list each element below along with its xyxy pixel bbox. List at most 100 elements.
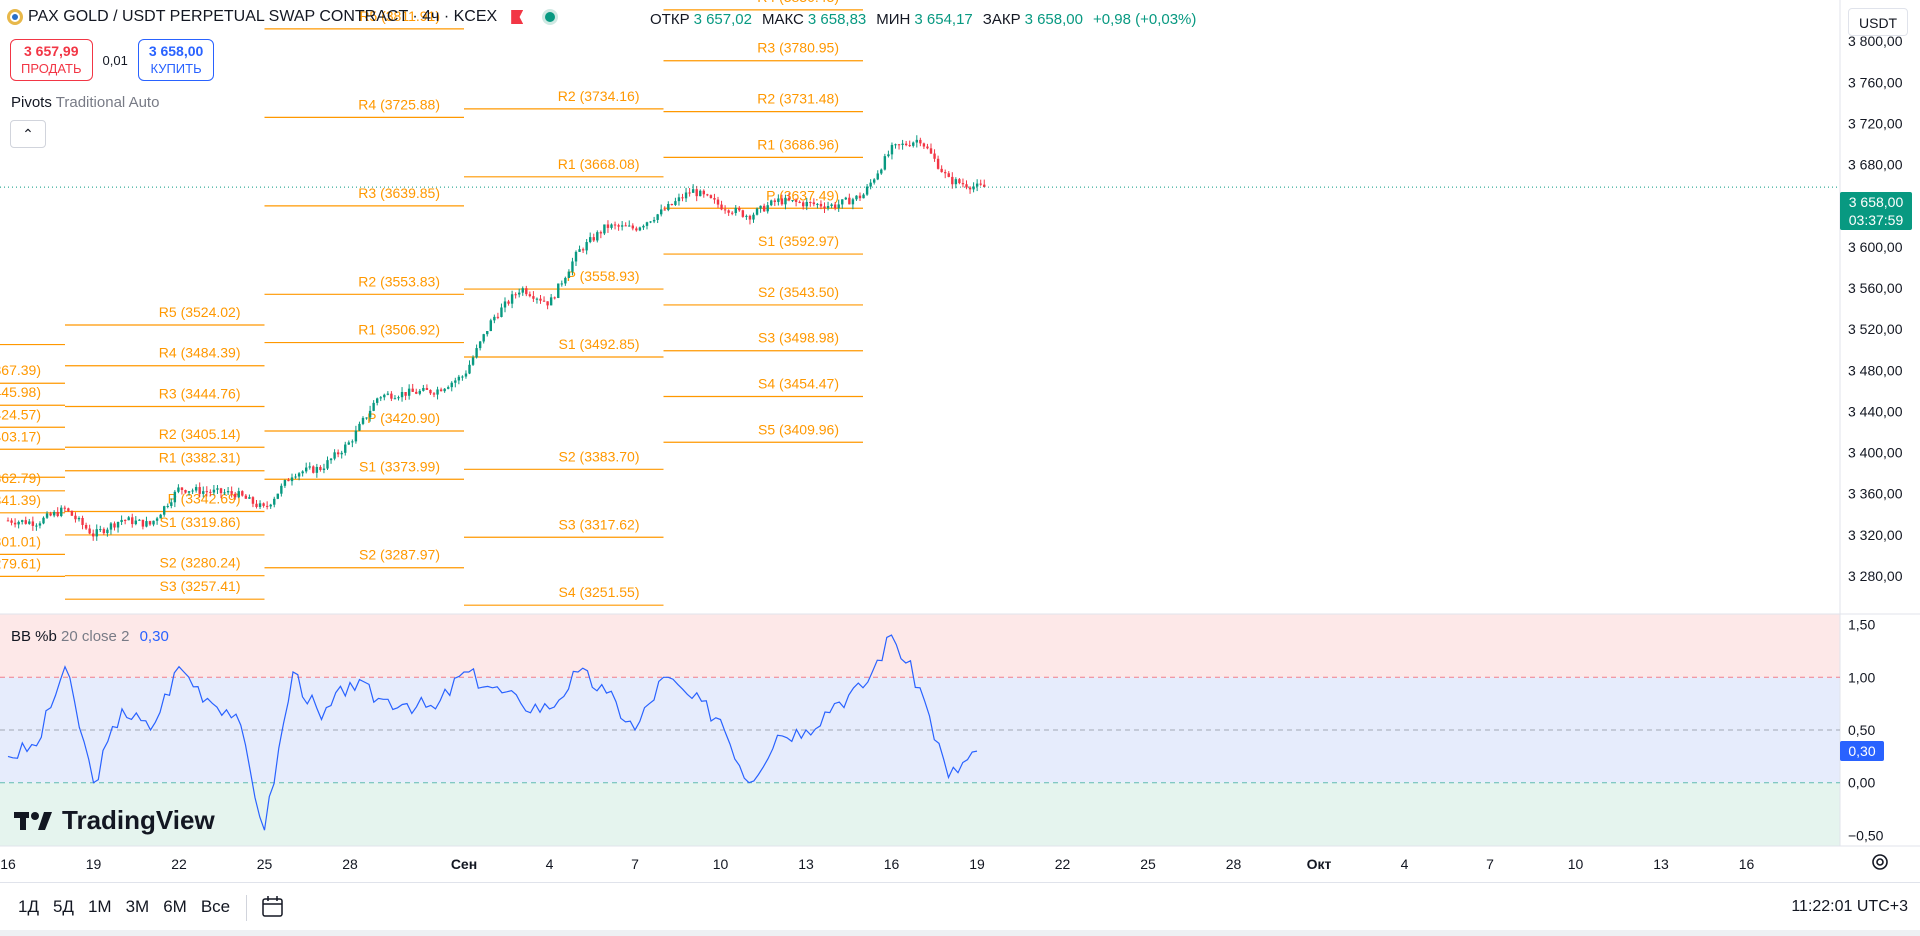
market-open-dot-icon [545, 12, 556, 22]
symbol-title: PAX GOLD / USDT PERPETUAL SWAP CONTRACT … [28, 8, 498, 25]
range-6m[interactable]: 6М [163, 897, 187, 916]
candle-body [319, 466, 322, 470]
pivot-level-label: S2 (3287.97) [359, 547, 440, 563]
candle-body [926, 146, 929, 149]
price-tick-label: 3 760,00 [1848, 74, 1903, 90]
candle-body [194, 487, 198, 491]
pivot-level-label: R1 (3382.31) [159, 450, 241, 466]
candle-body [336, 452, 340, 455]
pivot-level-label: R1 (3506.92) [358, 322, 440, 338]
tradingview-watermark[interactable]: TradingView [14, 805, 215, 836]
range-1d[interactable]: 1Д [18, 897, 39, 916]
bar-countdown: 03:37:59 [1848, 212, 1904, 228]
candle-body [549, 297, 553, 306]
candle-body [734, 207, 737, 214]
candle-body [837, 204, 840, 209]
candle-body [404, 392, 407, 396]
candle-body [922, 143, 926, 147]
buy-button[interactable]: 3 658,00 КУПИТЬ [137, 39, 215, 81]
candle-body [617, 225, 620, 227]
pivot-level-label: R2 (3734.16) [558, 88, 640, 104]
range-all[interactable]: Все [200, 897, 231, 916]
candle-body [56, 511, 59, 516]
pivot-level-label: S5 (3409.96) [758, 421, 839, 437]
candle-body [92, 533, 95, 537]
sell-button[interactable]: 3 657,99 ПРОДАТЬ [10, 39, 93, 81]
candle-body [787, 197, 791, 201]
candle-body [567, 271, 571, 278]
pivot-level-label: R1 (3686.96) [757, 136, 839, 152]
candle-body [862, 194, 865, 199]
chart-canvas[interactable]: 3 280,00 3 320,00 3 360,00 3 400,00 3 440,00… [0, 0, 1920, 882]
currency-select[interactable]: USDT [1848, 8, 1908, 36]
candle-body [833, 204, 837, 209]
candle-body [564, 277, 567, 284]
candle-body [674, 201, 677, 205]
candle-body [901, 143, 904, 145]
candle-body [919, 139, 922, 144]
bb-tick-label: 0,50 [1848, 722, 1875, 738]
candle-body [649, 221, 652, 223]
sell-price: 3 657,99 [24, 43, 79, 59]
candle-body [731, 212, 734, 214]
collapse-legend-button[interactable]: ⌃ [10, 120, 46, 148]
page-footer-strip [0, 930, 1920, 936]
price-tick-label: 3 520,00 [1848, 321, 1903, 337]
candle-body [592, 237, 595, 241]
symbol-header[interactable]: PAX GOLD / USDT PERPETUAL SWAP CONTRACT … [6, 8, 556, 26]
candle-body [120, 519, 123, 523]
candle-body [844, 197, 847, 200]
pivots-legend[interactable]: Pivots Traditional Auto [11, 94, 159, 111]
candle-body [606, 224, 610, 228]
pivot-level-label: R4 (3830.43) [757, 0, 839, 5]
calendar-goto-icon[interactable] [260, 895, 286, 919]
clock-timezone[interactable]: 11:22:01 UTC+3 [1791, 898, 1908, 915]
candle-body [301, 471, 304, 474]
pivot-level-label: S1 (3319.86) [160, 514, 241, 530]
close-value: 3 658,00 [1024, 11, 1083, 28]
range-1m[interactable]: 1М [87, 897, 112, 916]
pivot-level-label: S2 (3383.70) [559, 448, 640, 464]
candle-body [439, 389, 443, 392]
candle-body [226, 491, 230, 493]
candle-body [841, 199, 844, 205]
range-5d[interactable]: 5Д [52, 897, 74, 916]
candle-body [503, 301, 507, 308]
buy-price: 3 658,00 [148, 43, 204, 59]
bb-legend[interactable]: BB %b 20 close 2 0,30 [11, 628, 169, 645]
candle-body [326, 460, 329, 469]
candle-body [305, 467, 308, 472]
pivot-level-label: R3 (3444.76) [159, 385, 241, 401]
candle-body [383, 394, 386, 398]
candle-body [620, 225, 624, 227]
candle-body [475, 348, 478, 358]
range-3m[interactable]: 3М [125, 897, 150, 916]
candle-body [681, 197, 684, 199]
candle-body [539, 298, 542, 301]
candle-body [390, 393, 393, 399]
candle-body [255, 503, 258, 507]
price-tick-label: 3 560,00 [1848, 280, 1903, 296]
candle-body [411, 388, 414, 392]
candle-body [478, 341, 482, 349]
candle-body [709, 195, 713, 199]
toolbar-divider [246, 895, 247, 921]
candle-body [429, 389, 432, 394]
candle-body [38, 523, 42, 526]
candle-body [745, 215, 748, 217]
candle-body [329, 458, 333, 461]
candle-body [116, 522, 120, 528]
alert-flag-icon[interactable] [511, 10, 524, 24]
candle-body [883, 156, 887, 170]
candle-body [869, 182, 872, 187]
bb-tick-label: 1,50 [1848, 617, 1875, 633]
candle-body [638, 227, 642, 231]
candle-body [173, 491, 177, 503]
candle-body [851, 199, 855, 205]
chevron-up-icon: ⌃ [22, 126, 34, 142]
candle-body [958, 179, 961, 184]
candle-body [308, 466, 311, 468]
settings-gear-icon[interactable] [1870, 852, 1890, 872]
candle-body [425, 388, 429, 390]
candle-body [454, 380, 457, 383]
